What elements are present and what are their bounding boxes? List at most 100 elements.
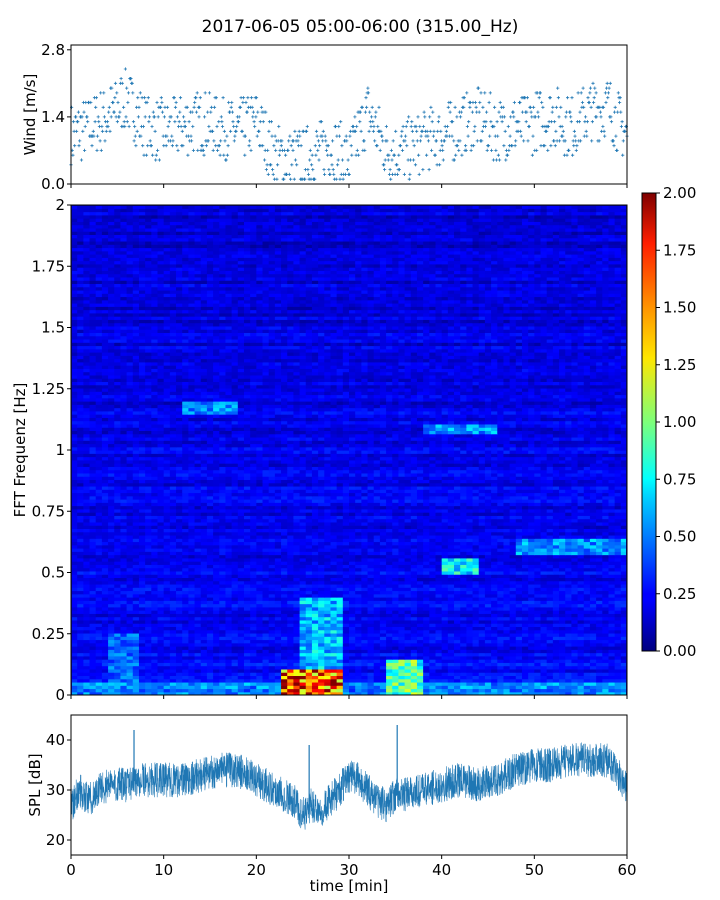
spectrogram-cell [231, 642, 239, 647]
spectrogram-cell [484, 681, 492, 686]
spectrogram-cell [114, 554, 122, 559]
spectrogram-cell [398, 610, 406, 614]
spectrogram-cell [379, 672, 387, 676]
spectrogram-cell [231, 619, 239, 624]
wind-point [508, 134, 512, 138]
spectrogram-cell [176, 655, 183, 660]
spectrogram-cell [497, 655, 505, 660]
spectrogram-cell [349, 665, 356, 670]
spectrogram-cell [219, 691, 227, 695]
spectrogram-cell [559, 557, 566, 562]
spectrogram-cell [231, 668, 239, 673]
spectrogram-cell [281, 619, 288, 624]
spectrogram-cell [404, 577, 412, 582]
spectrogram-cell [101, 619, 109, 624]
spectrogram-cell [398, 681, 406, 686]
spectrogram-cell [114, 688, 122, 693]
spectrogram-cell [454, 587, 461, 592]
spectrogram-cell [219, 557, 227, 562]
wind-point [387, 172, 392, 176]
spectrogram-cell [515, 613, 523, 618]
spectrogram-cell [410, 554, 418, 559]
spectrogram-cell [250, 613, 257, 618]
spectrogram-cell [176, 544, 183, 549]
wind-point [409, 124, 413, 129]
spectrogram-cell [349, 675, 356, 680]
wind-point [248, 139, 252, 143]
spectrogram-cell [429, 636, 437, 641]
spectrogram-cell [583, 646, 591, 650]
wind-point [613, 105, 617, 109]
wind-point [204, 144, 208, 148]
wind-point [391, 139, 395, 143]
wind-point [221, 96, 225, 100]
spectrogram-cell [287, 691, 294, 695]
spectrogram-cell [491, 632, 498, 637]
wind-point [186, 153, 190, 157]
spectrogram-cell [182, 619, 189, 624]
spectrogram-cell [410, 564, 418, 569]
spectrogram-cell [114, 685, 122, 690]
spectrogram-cell [77, 583, 84, 588]
spectrogram-cell [379, 557, 387, 562]
spectrogram-cell [132, 613, 140, 618]
spectrogram-cell [515, 600, 523, 605]
spectrogram-cell [101, 649, 109, 654]
spectrogram-cell [546, 672, 554, 676]
spectrogram-cell [126, 629, 134, 634]
wind-point [376, 124, 380, 129]
spectrogram-cell [355, 659, 362, 663]
wind-point [308, 158, 312, 162]
wind-point [606, 91, 610, 95]
spectrogram-cell [423, 659, 430, 663]
spectrogram-cell [299, 649, 307, 654]
spectrogram-cell [101, 600, 109, 605]
spectrogram-cell [318, 626, 325, 631]
spectrogram-cell [132, 590, 140, 595]
spectrogram-cell [262, 564, 270, 569]
spectrogram-cell [138, 606, 146, 611]
spectrogram-cell [169, 646, 177, 650]
spectrogram-cell [237, 554, 245, 559]
spectrogram-cell [324, 636, 332, 641]
spectrogram-cell [478, 564, 486, 569]
spectrogram-cell [108, 646, 115, 650]
spectrogram-cell [169, 649, 177, 654]
wind-point [80, 115, 84, 119]
wind-point [277, 124, 281, 129]
spectrogram-cell [392, 603, 400, 608]
spectrogram-cell [552, 668, 560, 673]
spectrogram-cell [151, 561, 159, 565]
spectrogram-cell [410, 639, 418, 644]
spectrogram-cell [132, 626, 140, 631]
spectrogram-cell [281, 610, 288, 614]
wind-point [189, 134, 193, 138]
wind-point [290, 163, 294, 167]
spectrogram-cell [571, 688, 579, 693]
spectrogram-cell [169, 603, 177, 608]
spectrogram-cell [386, 672, 393, 676]
spectrogram-cell [89, 629, 97, 634]
wind-point [595, 115, 599, 119]
spectrogram-cell [114, 668, 122, 673]
spectrogram-cell [596, 662, 603, 667]
wind-point [425, 153, 429, 157]
spectrogram-cell [454, 616, 461, 621]
wind-point [383, 168, 387, 172]
spectrogram-cell [145, 659, 152, 663]
spectrogram-cell [559, 577, 566, 582]
spectrogram-cell [577, 577, 585, 582]
spectrogram-cell [101, 548, 109, 552]
spectrogram-cell [355, 636, 362, 641]
spectrogram-cell [250, 610, 257, 614]
spectrogram-cell [256, 580, 264, 585]
spectrogram-cell [293, 583, 301, 588]
wind-point [201, 148, 205, 152]
spectrogram-cell [521, 587, 529, 592]
spectrogram-cell [565, 619, 572, 624]
wind-point [404, 134, 408, 138]
spectrogram-cell [435, 548, 443, 552]
spectrogram-cell [324, 623, 332, 627]
spectrogram-cell [355, 567, 362, 572]
spectrogram-cell [441, 655, 449, 660]
